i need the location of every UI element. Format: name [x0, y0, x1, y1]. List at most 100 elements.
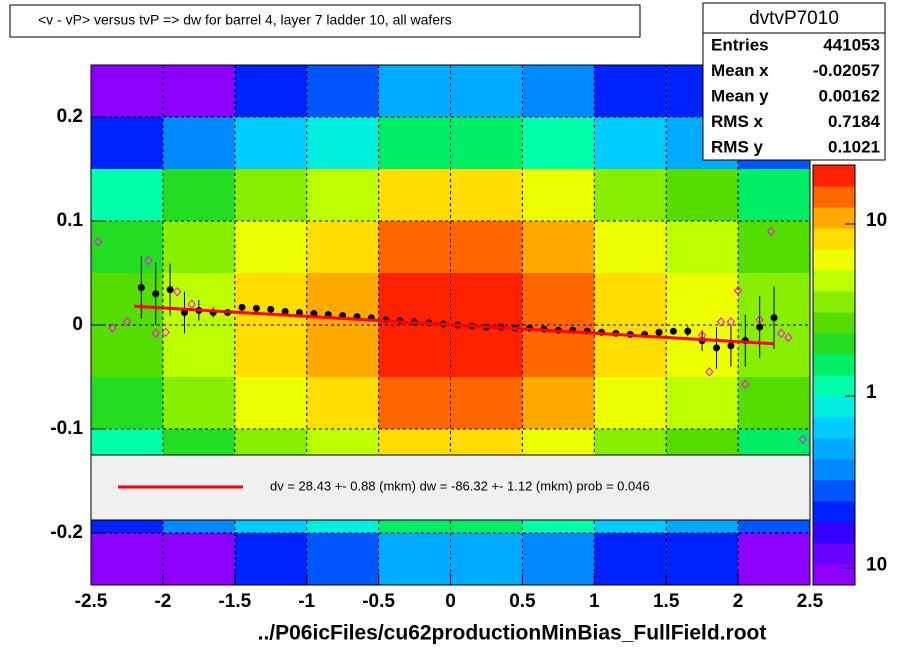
- color-tick-label: 10: [866, 554, 887, 575]
- heat-cell: [91, 221, 163, 273]
- overlay: -2.5 -2 -1.5 -1 -0.5 0 0.5 1 1.5 2 2.5 -0.2 -0.1 0 0.1…: [50, 64, 887, 612]
- heat-cell: [234, 533, 307, 585]
- profile-point: [727, 342, 735, 350]
- color-bar-step: [813, 501, 855, 523]
- color-bar-step: [813, 207, 855, 229]
- heat-cell: [91, 117, 163, 169]
- heat-cell: [162, 221, 235, 273]
- heat-cell: [738, 533, 810, 585]
- profile-point: [756, 323, 764, 331]
- heat-cell: [91, 325, 163, 377]
- color-bar-frame: [812, 164, 856, 586]
- stats-label: Entries: [711, 35, 769, 54]
- stats-title: dvtvP7010: [749, 8, 839, 29]
- profile-point: [684, 327, 692, 335]
- heat-cell: [234, 377, 307, 429]
- heat-cell: [522, 273, 595, 325]
- mean-point: [784, 332, 793, 343]
- y-tick-label: -0.1: [50, 418, 83, 439]
- heat-cell: [91, 273, 163, 325]
- heat-cell: [594, 533, 667, 585]
- color-bar-step: [813, 396, 855, 418]
- heat-cell: [91, 169, 163, 221]
- heat-cell: [522, 221, 595, 273]
- color-bar-step: [813, 480, 855, 502]
- heat-cell: [306, 533, 379, 585]
- heat-cell: [162, 169, 235, 221]
- plot-frame: [90, 64, 811, 586]
- mean-point: [726, 317, 736, 327]
- mean-point: [767, 226, 776, 237]
- mean-point: [108, 323, 117, 333]
- heat-cell: [594, 169, 667, 221]
- profile-point: [152, 290, 160, 298]
- mean-point: [798, 434, 807, 445]
- heat-cell: [162, 533, 235, 585]
- heat-cell: [162, 377, 235, 429]
- x-tick-label: 2.5: [797, 591, 824, 612]
- heat-cell: [91, 65, 163, 117]
- chart-title: <v - vP> versus tvP => dw for barrel 4, …: [38, 12, 452, 28]
- heat-cell: [378, 533, 451, 585]
- heat-cell: [306, 325, 379, 377]
- color-bar-step: [813, 186, 855, 208]
- heat-cell: [162, 325, 235, 377]
- profile-point: [166, 286, 174, 294]
- heat-cell: [306, 169, 379, 221]
- color-bar-step: [813, 438, 855, 460]
- heat-cell: [162, 65, 235, 117]
- x-tick-label: -2.5: [75, 591, 108, 612]
- profile-point: [252, 304, 260, 312]
- color-bar-step: [813, 312, 855, 334]
- heat-cell: [450, 533, 523, 585]
- color-bar-step: [813, 249, 855, 271]
- color-tick-label: 1: [866, 382, 877, 403]
- heat-cell: [378, 377, 451, 429]
- heat-cell: [234, 169, 307, 221]
- color-bar-step: [813, 564, 855, 586]
- heat-cell: [91, 533, 163, 585]
- heat-cell: [234, 65, 307, 117]
- heat-cell: [738, 377, 810, 429]
- stats-label: Mean x: [711, 61, 769, 80]
- mean-point: [122, 317, 132, 327]
- mean-point: [161, 327, 170, 338]
- mean-point: [755, 315, 764, 325]
- mean-point: [151, 328, 160, 339]
- heat-cell: [594, 221, 667, 273]
- x-tick-label: -0.5: [362, 591, 395, 612]
- color-bar-step: [813, 291, 855, 313]
- profile-point: [296, 309, 304, 317]
- heat-cell: [522, 65, 595, 117]
- x-tick-label: 1: [589, 591, 600, 612]
- y-tick-label: -0.2: [50, 522, 83, 543]
- heat-cell: [91, 377, 163, 429]
- x-axis-label: ../P06icFiles/cu62productionMinBias_Full…: [258, 622, 767, 645]
- heat-cell: [738, 221, 810, 273]
- stats-label: RMS y: [711, 137, 764, 156]
- y-tick-label: 0: [72, 314, 83, 335]
- mean-point: [94, 237, 103, 247]
- heat-cell: [450, 169, 523, 221]
- color-bar-step: [813, 270, 855, 292]
- color-bar-step: [813, 417, 855, 439]
- heat-cell: [522, 169, 595, 221]
- heat-cell: [450, 273, 523, 325]
- mean-point: [777, 328, 786, 339]
- heat-cell: [162, 117, 235, 169]
- x-tick-label: -1: [298, 591, 315, 612]
- heat-cell: [306, 377, 379, 429]
- stats-box: [702, 2, 886, 161]
- mean-point: [144, 255, 153, 266]
- heat-cell: [378, 117, 451, 169]
- color-tick-label: 10: [866, 210, 887, 231]
- heat-cell: [378, 221, 451, 273]
- heat-cell: [594, 377, 667, 429]
- color-bar-step: [813, 522, 855, 544]
- color-bar-step: [813, 165, 855, 187]
- mean-point: [705, 367, 714, 377]
- heat-cell: [738, 169, 810, 221]
- y-tick-label: 0.2: [57, 106, 83, 127]
- heat-cell: [594, 273, 667, 325]
